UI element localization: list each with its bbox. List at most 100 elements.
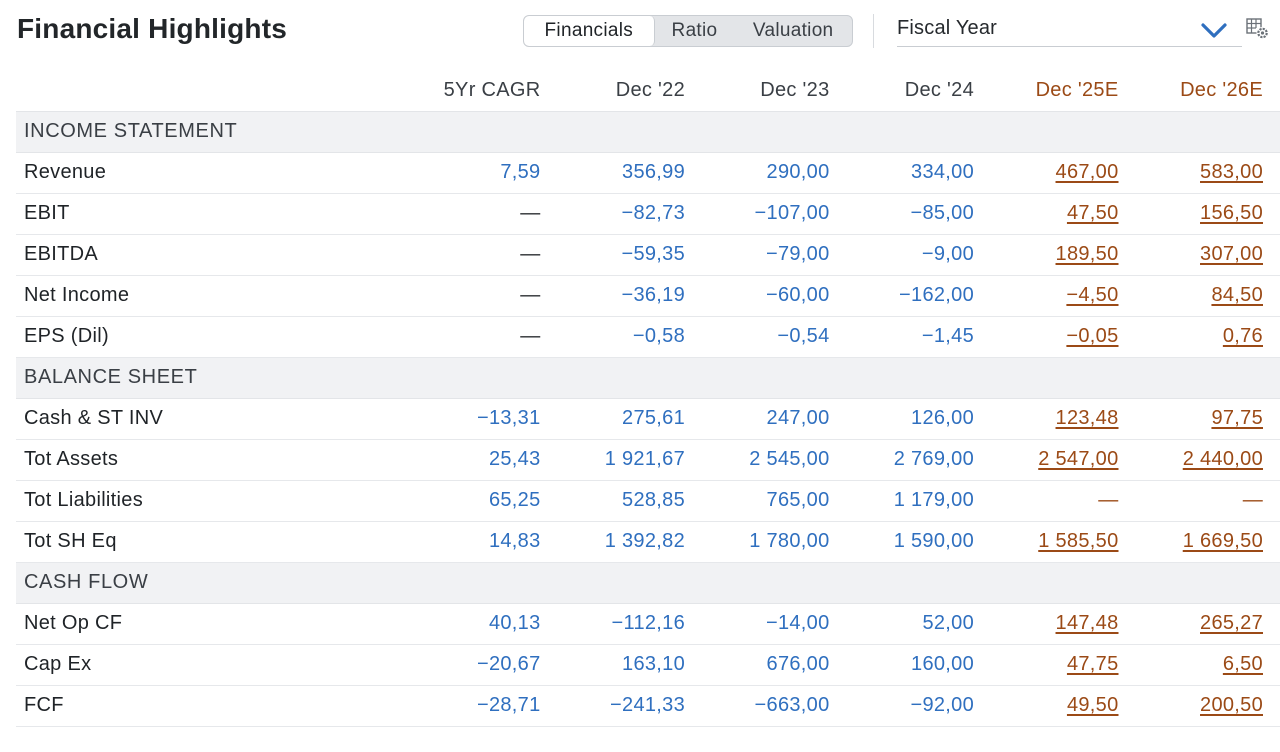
section-title: CASH FLOW: [16, 562, 1280, 604]
value-cell: —: [414, 193, 559, 235]
row-label: Net Income: [16, 275, 414, 317]
period-select-value: Fiscal Year: [897, 17, 998, 39]
column-header: Dec '22: [558, 70, 703, 112]
value-cell: −59,35: [558, 234, 703, 276]
estimate-cell: 6,50: [1136, 644, 1280, 686]
table-row-cap-ex: Cap Ex −20,67 163,10 676,00 160,00 47,75 6,50: [16, 644, 1280, 686]
table-row-fcf: FCF −28,71 −241,33 −663,00 −92,00 49,50 200,50: [16, 685, 1280, 727]
row-label: Cash & ST INV: [16, 398, 414, 440]
view-segmented-control: Financials Ratio Valuation: [523, 15, 853, 47]
value-cell: 1 590,00: [847, 521, 992, 563]
tab-valuation[interactable]: Valuation: [752, 20, 834, 41]
estimate-link[interactable]: −4,50: [1066, 284, 1119, 306]
estimate-cell: 2 440,00: [1136, 439, 1280, 481]
estimate-cell: 156,50: [1136, 193, 1280, 235]
value-cell: —: [414, 275, 559, 317]
estimate-link[interactable]: 47,50: [1066, 202, 1119, 224]
value-cell: −14,00: [703, 603, 848, 645]
estimate-link[interactable]: 189,50: [1055, 243, 1119, 265]
period-select[interactable]: Fiscal Year: [897, 14, 1242, 47]
estimate-link[interactable]: 583,00: [1200, 161, 1263, 183]
value-cell: −36,19: [558, 275, 703, 317]
row-label: Tot Liabilities: [16, 480, 414, 522]
estimate-link[interactable]: 1 585,50: [1038, 530, 1119, 552]
section-title: BALANCE SHEET: [16, 357, 1280, 399]
page-title: Financial Highlights: [17, 13, 288, 44]
tab-ratio[interactable]: Ratio: [671, 20, 718, 41]
section-header-income-statement: INCOME STATEMENT: [16, 111, 1280, 153]
tab-financials[interactable]: Financials: [524, 16, 655, 46]
estimate-link[interactable]: 97,75: [1211, 407, 1263, 429]
estimate-link[interactable]: 1 669,50: [1182, 530, 1263, 552]
value-cell: −107,00: [703, 193, 848, 235]
section-header-cash-flow: CASH FLOW: [16, 562, 1280, 604]
row-label: EBITDA: [16, 234, 414, 276]
value-cell: −60,00: [703, 275, 848, 317]
value-cell: 40,13: [414, 603, 559, 645]
estimate-cell: 2 547,00: [992, 439, 1137, 481]
row-label: EPS (Dil): [16, 316, 414, 358]
estimate-link[interactable]: 49,50: [1066, 694, 1119, 716]
value-cell: —: [414, 234, 559, 276]
estimate-cell: −0,05: [992, 316, 1137, 358]
estimate-link[interactable]: 147,48: [1055, 612, 1119, 634]
estimate-cell: 307,00: [1136, 234, 1280, 276]
estimate-cell: 97,75: [1136, 398, 1280, 440]
value-cell: 163,10: [558, 644, 703, 686]
estimate-link[interactable]: 123,48: [1055, 407, 1119, 429]
value-cell: −20,67: [414, 644, 559, 686]
estimate-link[interactable]: 47,75: [1066, 653, 1119, 675]
value-cell: 676,00: [703, 644, 848, 686]
estimate-link[interactable]: 467,00: [1055, 161, 1119, 183]
table-row-eps-dil: EPS (Dil) — −0,58 −0,54 −1,45 −0,05 0,76: [16, 316, 1280, 358]
table-header-row: 5Yr CAGR Dec '22 Dec '23 Dec '24 Dec '25…: [16, 70, 1280, 112]
estimate-cell: —: [992, 480, 1137, 522]
table-row-tot-sh-eq: Tot SH Eq 14,83 1 392,82 1 780,00 1 590,00 1 …: [16, 521, 1280, 563]
value-cell: 65,25: [414, 480, 559, 522]
value-cell: 2 545,00: [703, 439, 848, 481]
value-cell: −28,71: [414, 685, 559, 727]
value-cell: 2 769,00: [847, 439, 992, 481]
column-header: Dec '23: [703, 70, 848, 112]
column-header-estimate: Dec '26E: [1136, 70, 1280, 112]
estimate-cell: −4,50: [992, 275, 1137, 317]
estimate-link[interactable]: 156,50: [1200, 202, 1263, 224]
estimate-link[interactable]: 200,50: [1200, 694, 1263, 716]
estimate-link[interactable]: 307,00: [1200, 243, 1263, 265]
value-cell: −85,00: [847, 193, 992, 235]
value-cell: −92,00: [847, 685, 992, 727]
chevron-down-icon: [1201, 23, 1227, 38]
value-cell: 52,00: [847, 603, 992, 645]
column-header: Dec '24: [847, 70, 992, 112]
header-divider: [873, 14, 874, 48]
estimate-link[interactable]: 2 440,00: [1182, 448, 1263, 470]
table-row-ebitda: EBITDA — −59,35 −79,00 −9,00 189,50 307,00: [16, 234, 1280, 276]
table-settings-gear-icon[interactable]: [1246, 18, 1270, 40]
table-body: INCOME STATEMENT Revenue 7,59 356,99 290,00 3…: [16, 111, 1280, 727]
estimate-link[interactable]: 6,50: [1222, 653, 1263, 675]
estimate-link[interactable]: 2 547,00: [1038, 448, 1119, 470]
value-cell: 7,59: [414, 152, 559, 194]
value-cell: —: [414, 316, 559, 358]
estimate-cell: 47,75: [992, 644, 1137, 686]
section-title: INCOME STATEMENT: [16, 111, 1280, 153]
column-header-estimate: Dec '25E: [992, 70, 1137, 112]
value-cell: 247,00: [703, 398, 848, 440]
value-cell: 25,43: [414, 439, 559, 481]
value-cell: 1 392,82: [558, 521, 703, 563]
estimate-link[interactable]: 265,27: [1200, 612, 1263, 634]
row-label: EBIT: [16, 193, 414, 235]
value-cell: −0,54: [703, 316, 848, 358]
estimate-link[interactable]: 84,50: [1211, 284, 1263, 306]
value-cell: −162,00: [847, 275, 992, 317]
estimate-cell: 467,00: [992, 152, 1137, 194]
row-label: Net Op CF: [16, 603, 414, 645]
value-cell: −1,45: [847, 316, 992, 358]
estimate-cell: 265,27: [1136, 603, 1280, 645]
estimate-cell: 47,50: [992, 193, 1137, 235]
estimate-link[interactable]: 0,76: [1222, 325, 1263, 347]
estimate-cell: 200,50: [1136, 685, 1280, 727]
value-cell: 765,00: [703, 480, 848, 522]
estimate-link[interactable]: −0,05: [1066, 325, 1119, 347]
